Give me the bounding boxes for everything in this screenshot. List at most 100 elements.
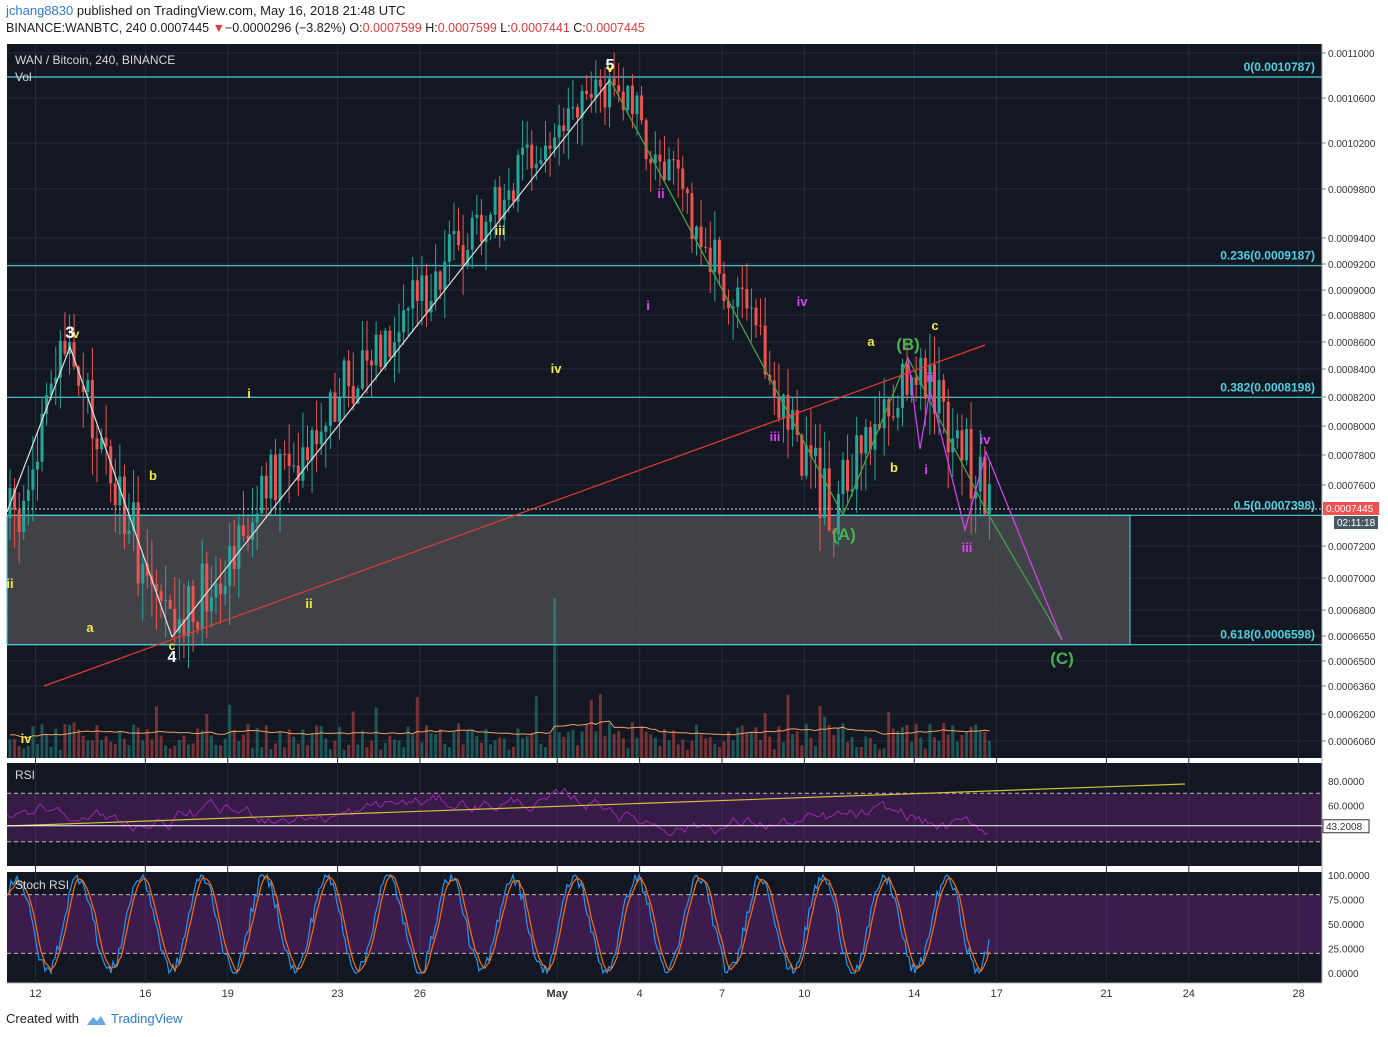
chart-title: WAN / Bitcoin, 240, BINANCE [15,53,175,67]
candle-body [722,273,726,302]
volume-bar [273,743,277,758]
volume-bar [269,749,273,758]
impulse-wave-line [6,79,611,639]
volume-bar [553,598,557,758]
volume-bar [672,730,676,758]
wave-label: i [247,386,251,401]
price-tick-label: 0.0008800 [1328,311,1376,322]
wave-label: ii [926,370,933,385]
volume-bar [81,735,85,758]
author-link[interactable]: jchang8830 [6,3,74,18]
candle-body [809,445,813,457]
candle-body [109,446,113,484]
candle-body [983,456,987,515]
candle-body [168,600,172,609]
candle-body [374,334,378,366]
price-tick-label: 0.0011000 [1328,49,1375,60]
volume-bar [923,748,927,758]
volume-bar [283,747,287,758]
candle-body [832,530,836,535]
volume-bar [566,732,570,758]
wave-label: i [924,462,928,477]
candle-body [388,330,392,357]
price-change: −0.0000296 (−3.82%) [224,21,346,35]
volume-bar [548,734,552,758]
volume-bar [722,741,726,758]
wave-label: (C) [1050,649,1074,668]
candle-body [626,85,630,110]
candle-body [95,438,99,450]
wave-label: iii [770,429,781,444]
volume-bar [127,744,131,758]
candle-body [685,189,689,194]
candle-body [823,468,827,518]
volume-bar [727,731,731,758]
candle-body [159,591,163,601]
candle-body [438,271,442,290]
candle-body [219,583,223,595]
volume-bar [260,747,264,758]
candle-body [827,468,831,531]
volume-label: Vol [15,70,32,84]
volume-bar [685,749,689,758]
volume-bar [749,732,753,758]
volume-bar [443,743,447,758]
volume-bar [630,722,634,758]
volume-bar [90,740,94,758]
volume-bar [653,737,657,758]
candle-body [434,271,438,301]
low-value: 0.0007441 [510,21,570,35]
volume-bar [338,726,342,758]
volume-bar [420,742,424,758]
volume-bar [713,743,717,758]
candle-body [608,78,612,108]
volume-bar [438,729,442,758]
candle-body [928,364,932,399]
volume-bar [589,699,593,758]
volume-bar [543,747,547,758]
volume-bar [942,723,946,758]
volume-bar [850,736,854,758]
volume-bar [324,738,328,758]
candle-body [77,366,81,386]
volume-bar [534,696,538,758]
volume-bar [35,744,39,758]
volume-bar [667,740,671,758]
candle-body [251,522,255,540]
candle-body [960,430,964,461]
candle-body [283,453,287,455]
volume-bar [608,722,612,758]
volume-bar [72,722,76,758]
tradingview-link[interactable]: TradingView [110,1011,183,1026]
candle-body [301,447,305,481]
candle-body [955,430,959,439]
volume-bar [397,740,401,758]
volume-bar [580,731,584,758]
candle-body [489,214,493,222]
last-price-badge [1323,502,1379,515]
volume-bar [502,738,506,758]
candle-body [383,330,387,368]
candle-body [49,383,53,396]
price-tick-label: 0.0010200 [1328,139,1376,150]
projected-c-wave-line [986,511,1063,641]
candle-body [864,427,868,454]
close-label: C: [573,21,586,35]
volume-bar [246,724,250,758]
volume-bar [612,733,616,758]
volume-bar [914,723,918,758]
candle-body [630,85,634,115]
volume-bar [383,743,387,758]
wave-label: iii [495,223,506,238]
candle-body [658,154,662,162]
volume-bar [301,729,305,758]
candle-body [781,394,785,419]
fib-level-label: 0.382(0.0008198) [1220,380,1315,394]
candle-body [681,168,685,190]
candle-body [196,621,200,629]
candle-body [804,445,808,476]
wave-label: ii [657,186,664,201]
rsi-current-badge [1322,819,1370,834]
volume-bar [786,694,790,758]
